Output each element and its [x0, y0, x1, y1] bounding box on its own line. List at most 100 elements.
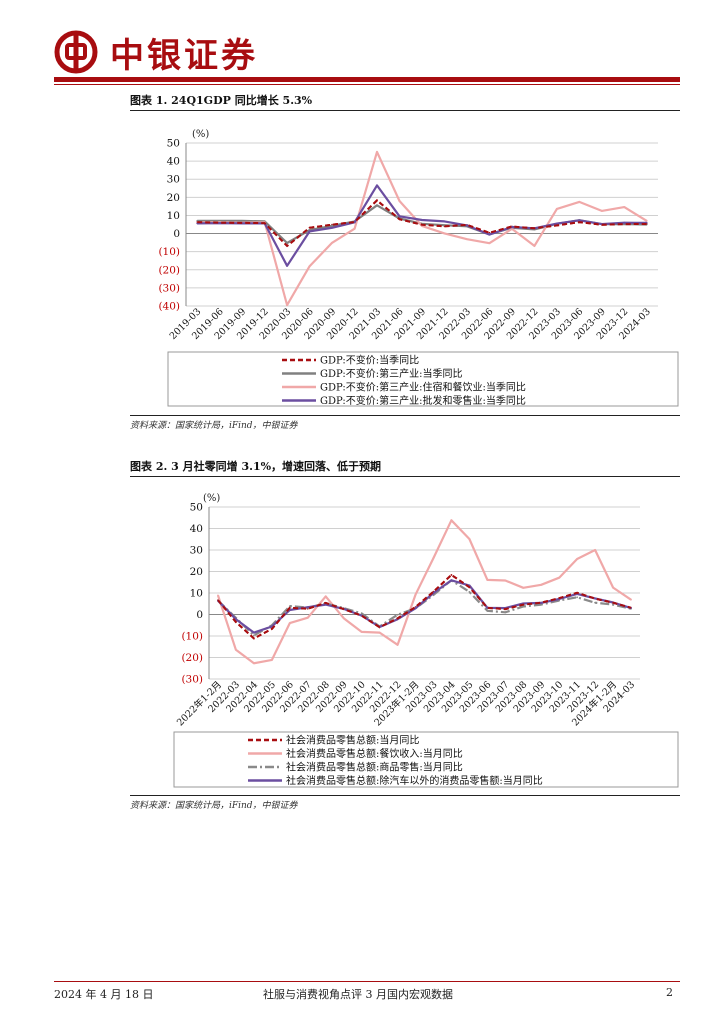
- series-4-point: [421, 219, 423, 221]
- figure2-bottom-rule: [130, 795, 680, 796]
- legend-label-2: 社会消费品零售总额:餐饮收入:当月同比: [286, 747, 463, 760]
- series-2-point: [540, 583, 543, 586]
- figure2-title: 图表 2. 3 月社零同增 3.1%，增速回落、低于预期: [130, 460, 382, 473]
- y-tick-label: (20): [181, 652, 203, 664]
- series-4-point: [623, 221, 626, 224]
- y-tick-label: (10): [181, 631, 203, 643]
- y-tick-label: (10): [158, 246, 180, 258]
- footer-rule: [54, 981, 680, 982]
- series-2-point: [360, 631, 363, 633]
- legend-label-4: 社会消费品零售总额:除汽车以外的消费品零售额:当月同比: [286, 774, 543, 787]
- series-3-point: [504, 611, 507, 614]
- series-line-2: [216, 519, 632, 665]
- series-3-point: [555, 208, 558, 210]
- series-3-point: [286, 304, 289, 306]
- y-tick-label: 40: [190, 523, 203, 535]
- header-rule: [54, 77, 680, 82]
- series-4-point: [555, 222, 558, 225]
- series-3-point: [308, 265, 311, 268]
- series-3-point: [443, 232, 446, 235]
- y-tick-label: 50: [190, 502, 203, 514]
- brand-logo: 中银证券: [54, 30, 258, 76]
- figure1-top-rule: [130, 110, 680, 111]
- series-2-point: [331, 224, 333, 227]
- series-4-point: [594, 597, 597, 600]
- y-tick-label: (30): [181, 674, 203, 686]
- series-4-point: [306, 606, 309, 609]
- series-2-point: [306, 616, 309, 619]
- series-3-point: [252, 634, 255, 637]
- series-3-point: [353, 227, 356, 230]
- series-3-point: [612, 603, 614, 606]
- y-tick-label: 50: [167, 138, 180, 150]
- y-tick-label: (30): [158, 282, 180, 294]
- y-tick-label: 30: [167, 174, 180, 186]
- series-3-point: [398, 200, 401, 202]
- series-4-point: [578, 219, 581, 222]
- series-3-point: [623, 206, 626, 209]
- series-3-point: [645, 219, 648, 222]
- series-line-3: [197, 150, 648, 307]
- series-3-point: [376, 150, 378, 153]
- series-3-point: [360, 612, 363, 615]
- series-2-point: [217, 594, 219, 597]
- series-3-point: [522, 605, 525, 608]
- series-2-point: [630, 598, 632, 601]
- series-2-point: [414, 593, 417, 596]
- footer-date: 2024 年 4 月 18 日: [54, 988, 154, 1001]
- series-3-point: [533, 244, 536, 247]
- series-4-point: [443, 220, 446, 223]
- y-tick-label: 20: [190, 566, 203, 578]
- figure2-source: 资料来源：国家统计局，iFind，中银证券: [130, 801, 298, 811]
- series-4-point: [331, 226, 333, 229]
- series-2-point: [486, 578, 489, 581]
- series-3-point: [488, 242, 491, 245]
- series-1-point: [450, 574, 453, 576]
- brand-name: 中银证券: [110, 35, 258, 76]
- figure1-chart: (%)50403020100(10)(20)(30)(40)2019-03201…: [158, 129, 679, 407]
- series-2-point: [241, 219, 244, 222]
- series-4-point: [450, 579, 453, 582]
- y-tick-label: (40): [158, 301, 180, 313]
- series-line-3: [217, 579, 632, 637]
- y-tick-label: 30: [190, 545, 203, 557]
- series-4-point: [235, 618, 237, 621]
- series-2-point: [288, 622, 291, 624]
- series-2-point: [558, 576, 561, 579]
- series-4-point: [540, 601, 543, 604]
- series-2-point: [450, 519, 453, 522]
- figure1-bottom-rule: [130, 415, 680, 416]
- series-line-1: [217, 573, 632, 640]
- series-4-point: [376, 184, 378, 187]
- series-2-point: [396, 643, 399, 646]
- y-axis-unit-label: (%): [203, 493, 220, 504]
- series-3-point: [331, 241, 333, 244]
- y-tick-label: 10: [167, 210, 180, 222]
- series-line-1-overlay: [197, 199, 647, 248]
- y-tick-label: 10: [190, 588, 203, 600]
- y-tick-label: 40: [167, 156, 180, 168]
- series-3-point: [594, 601, 597, 604]
- series-2-point: [576, 558, 579, 560]
- legend-label-3: GDP:不变价:第三产业:住宿和餐饮业:当季同比: [320, 381, 526, 394]
- y-tick-label: 20: [167, 192, 180, 204]
- y-tick-label: 0: [196, 609, 203, 621]
- series-4-point: [286, 264, 289, 267]
- series-2-point: [468, 538, 471, 540]
- series-3-point: [396, 613, 399, 616]
- y-axis-unit-label: (%): [192, 129, 209, 140]
- series-3-point: [578, 200, 581, 203]
- legend-box: [167, 351, 679, 407]
- footer-page-number: 2: [666, 986, 673, 999]
- series-4-point: [414, 607, 417, 610]
- series-line-4: [217, 579, 632, 634]
- y-tick-label: 0: [173, 228, 180, 240]
- header-rule-thin: [54, 84, 680, 85]
- series-2-point: [252, 662, 255, 665]
- series-4-point: [488, 233, 491, 236]
- series-3-point: [468, 591, 471, 593]
- series-3-point: [576, 596, 579, 599]
- series-2-point: [432, 557, 435, 559]
- series-4-point: [252, 631, 255, 634]
- figure2-top-rule: [130, 476, 680, 477]
